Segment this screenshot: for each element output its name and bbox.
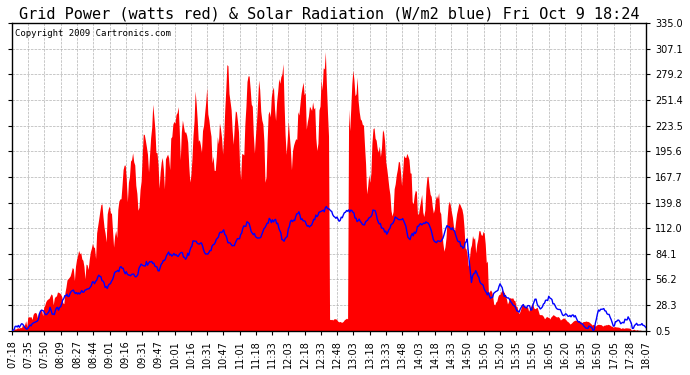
Title: Grid Power (watts red) & Solar Radiation (W/m2 blue) Fri Oct 9 18:24: Grid Power (watts red) & Solar Radiation… — [19, 7, 640, 22]
Text: Copyright 2009 Cartronics.com: Copyright 2009 Cartronics.com — [15, 29, 171, 38]
